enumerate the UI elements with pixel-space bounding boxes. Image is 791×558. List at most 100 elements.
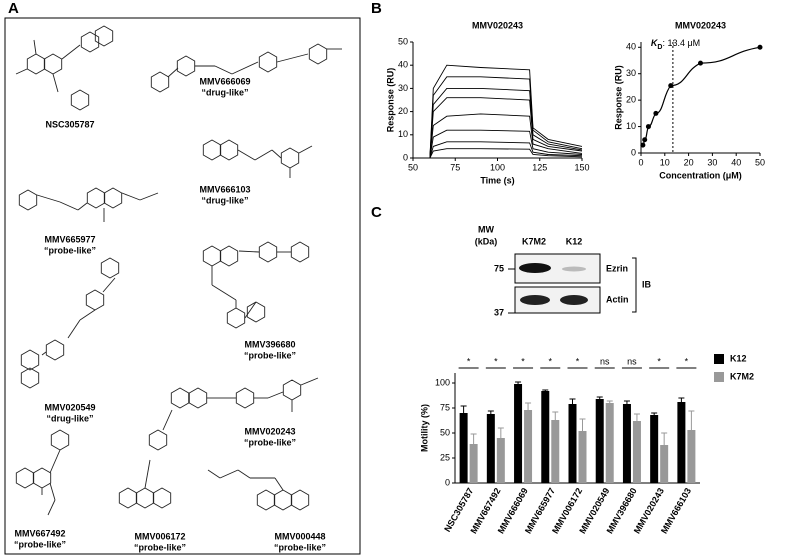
bar [632, 421, 641, 483]
compound-class: “probe-like” [244, 437, 296, 447]
compound: MMV666069“drug-like” [150, 43, 342, 97]
y-axis-label: Response (RU) [385, 68, 395, 133]
compound-class: “probe-like” [14, 539, 66, 549]
error-bar [606, 400, 613, 403]
bond [144, 459, 151, 489]
bond [59, 201, 79, 211]
error-bar [460, 405, 467, 413]
band-label: Actin [606, 294, 629, 304]
error-bar [633, 413, 640, 421]
error-bar [470, 433, 477, 444]
ring [94, 25, 114, 47]
chart-title: MMV020243 [472, 20, 523, 30]
compound: MMV665977“probe-like” [18, 187, 159, 255]
ring [86, 187, 106, 209]
compound-name: MMV000448 [274, 531, 325, 541]
x-tick-label: 0 [638, 157, 643, 167]
bond [47, 499, 56, 516]
bond [52, 73, 59, 93]
compound: NSC305787 [15, 25, 114, 129]
error-bar [651, 412, 658, 415]
ring [80, 31, 100, 53]
ring [188, 387, 208, 409]
significance-label: * [657, 356, 661, 366]
y-tick-label: 20 [398, 106, 408, 116]
y-tick-label: 10 [398, 129, 408, 139]
band [519, 263, 551, 273]
bar [469, 444, 478, 483]
bar [578, 431, 587, 483]
bar [551, 420, 560, 483]
x-axis-label: Concentration (μM) [659, 170, 742, 180]
y-tick-label: 0 [445, 477, 450, 487]
y-tick-label: 0 [631, 147, 636, 157]
bond [167, 67, 179, 78]
ring [290, 241, 310, 263]
bar [622, 404, 631, 483]
data-point [642, 137, 648, 143]
panel-a-frame [4, 17, 361, 555]
bond [67, 319, 81, 339]
sensorgram-curve [413, 129, 583, 159]
western-blot: MW (kDa) K7M2 K12 75 37 Ezrin Actin IB [475, 224, 652, 317]
sensorgram-curve [413, 97, 583, 159]
bond [33, 39, 37, 55]
bond [300, 377, 319, 386]
bar [459, 413, 468, 483]
significance-label: ns [600, 356, 610, 366]
bond [77, 202, 88, 211]
panel-label: C [371, 204, 382, 221]
band [560, 295, 588, 305]
ring [258, 241, 278, 263]
y-axis-label: Response (RU) [613, 65, 623, 130]
sensorgram-curve [413, 64, 583, 159]
bar [486, 414, 495, 483]
significance-label: * [467, 356, 471, 366]
data-point [645, 124, 651, 130]
y-tick-label: 0 [403, 152, 408, 162]
bond [271, 149, 282, 159]
compound: MMV020549“drug-like” [20, 257, 120, 423]
y-tick-label: 40 [626, 42, 636, 52]
bond [36, 194, 61, 203]
ring [45, 339, 65, 361]
bar [541, 391, 550, 483]
bond [211, 284, 237, 301]
error-bar [515, 381, 522, 384]
bond [254, 149, 273, 161]
bond [61, 44, 81, 60]
compound-class: “drug-like” [46, 413, 93, 423]
kd-text: : 13.4 μM [662, 38, 700, 48]
ring [273, 489, 293, 511]
significance-label: * [685, 356, 689, 366]
x-tick-label: 40 [731, 157, 741, 167]
sensorgram-curve [413, 148, 583, 159]
chart-title: MMV020243 [675, 20, 726, 30]
x-tick-label: 75 [450, 162, 460, 172]
bond [207, 469, 221, 479]
ring [150, 71, 170, 93]
ring [256, 489, 276, 511]
error-bar [579, 418, 586, 431]
mw-label: MW [478, 224, 494, 234]
bar [687, 430, 696, 483]
bond [237, 149, 256, 161]
bond [41, 351, 47, 356]
bracket [632, 257, 637, 313]
bond [214, 65, 233, 75]
bond [267, 391, 284, 399]
compound-name: MMV665977 [44, 234, 95, 244]
bond [79, 309, 96, 321]
band-label: Ezrin [606, 263, 628, 273]
marker-label: 37 [494, 307, 504, 317]
error-bar [596, 396, 603, 399]
lane-label: K12 [566, 236, 583, 246]
significance-label: * [521, 356, 525, 366]
bond [15, 68, 28, 75]
y-tick-label: 10 [626, 121, 636, 131]
y-tick-label: 40 [398, 60, 408, 70]
ring [15, 467, 35, 489]
data-point [653, 110, 659, 116]
compound: MMV000448“probe-like” [207, 469, 326, 552]
legend-label: K7M2 [730, 371, 754, 381]
